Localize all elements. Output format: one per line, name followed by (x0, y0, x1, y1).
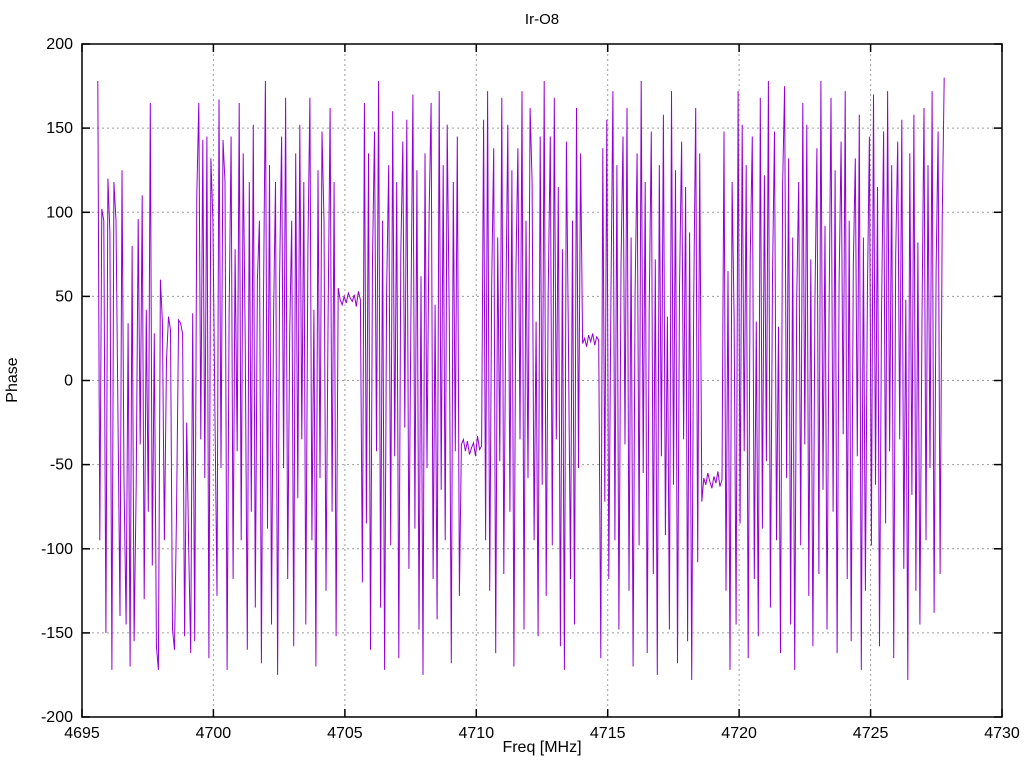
y-tick-label: 100 (46, 204, 73, 221)
y-tick-label: 0 (64, 373, 73, 390)
x-tick-labels: 4695 4700 4705 4710 4715 4720 4725 4730 (64, 725, 1020, 742)
x-tick-label: 4710 (459, 725, 495, 742)
x-tick-label: 4705 (327, 725, 363, 742)
y-axis-label: Phase (4, 357, 21, 402)
phase-trace (97, 77, 945, 681)
y-tick-label: 50 (55, 288, 73, 305)
y-tick-label: -200 (41, 709, 73, 726)
x-tick-label: 4695 (64, 725, 100, 742)
y-tick-label: 200 (46, 36, 73, 53)
x-tick-label: 4730 (984, 725, 1020, 742)
x-tick-label: 4715 (590, 725, 626, 742)
x-tick-label: 4720 (721, 725, 757, 742)
x-axis-label: Freq [MHz] (502, 739, 581, 756)
x-tick-label: 4700 (196, 725, 232, 742)
y-tick-labels: -200 -150 -100 -50 0 50 100 150 200 (41, 36, 73, 726)
y-tick-label: -100 (41, 541, 73, 558)
x-tick-label: 4725 (853, 725, 889, 742)
y-tick-label: -150 (41, 625, 73, 642)
y-tick-label: 150 (46, 120, 73, 137)
chart-title: Ir-O8 (525, 11, 559, 28)
phase-line (97, 77, 945, 681)
y-tick-label: -50 (50, 457, 73, 474)
plot-border (81, 43, 1003, 718)
